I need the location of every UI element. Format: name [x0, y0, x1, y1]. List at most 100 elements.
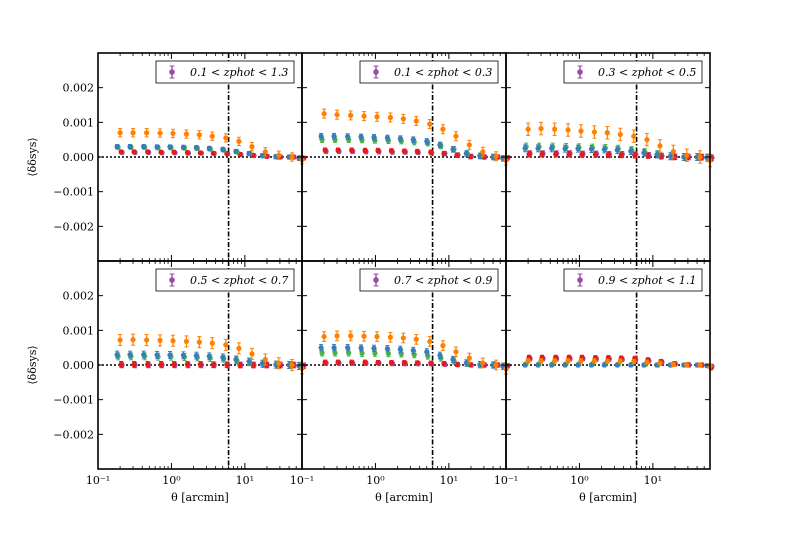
- data-point: [262, 356, 268, 363]
- data-point: [334, 333, 340, 339]
- data-point: [348, 112, 354, 118]
- x-tick-label: 10⁰: [162, 474, 181, 487]
- data-point: [321, 333, 327, 340]
- y-tick-label: 0.002: [63, 290, 95, 303]
- data-point: [246, 150, 252, 157]
- data-point: [322, 359, 328, 365]
- data-point: [440, 342, 446, 349]
- data-point: [566, 151, 572, 157]
- legend-label: 0.5 < zphot < 0.7: [190, 274, 288, 287]
- data-point: [233, 356, 239, 363]
- data-point: [413, 336, 419, 342]
- data-point: [334, 112, 340, 118]
- data-point: [237, 362, 243, 368]
- data-point: [427, 121, 433, 127]
- data-point: [197, 361, 203, 367]
- data-point: [249, 351, 255, 357]
- data-point: [361, 333, 367, 339]
- data-point: [437, 352, 443, 358]
- data-point: [374, 114, 380, 120]
- data-point: [591, 129, 598, 135]
- data-point: [384, 135, 391, 141]
- data-point: [371, 345, 377, 351]
- data-point: [670, 361, 676, 367]
- data-point: [170, 338, 176, 344]
- data-point: [117, 130, 123, 136]
- data-point: [480, 149, 486, 155]
- y-axis-label: ⟨δδsys⟩: [26, 137, 39, 176]
- data-point: [578, 128, 584, 134]
- data-point: [657, 143, 663, 149]
- panel-6: 0.9 < zphot < 1.1 10⁻¹ 10⁰ 10¹ θ [arcmin]: [494, 260, 715, 504]
- data-point: [289, 362, 295, 368]
- data-point: [362, 147, 368, 154]
- data-point: [345, 345, 351, 351]
- data-point: [387, 114, 394, 121]
- data-point: [158, 149, 164, 155]
- legend-marker: [577, 69, 583, 75]
- data-point: [144, 130, 150, 136]
- data-point: [157, 337, 163, 343]
- data-point: [362, 359, 368, 365]
- data-point: [349, 147, 355, 153]
- y-tick-label: 0.001: [63, 324, 95, 337]
- legend-box: [563, 60, 703, 84]
- data-point: [384, 346, 391, 352]
- data-point: [440, 126, 446, 132]
- data-point: [322, 147, 328, 153]
- x-axis-label: θ [arcmin]: [579, 491, 637, 504]
- data-point: [332, 350, 338, 356]
- x-tick-label: 10⁰: [570, 474, 589, 487]
- data-point: [654, 151, 660, 158]
- data-point: [697, 362, 703, 368]
- y-tick-label: −0.002: [53, 220, 94, 233]
- data-point: [552, 358, 558, 364]
- data-point: [358, 134, 364, 140]
- data-point: [565, 358, 571, 364]
- data-point: [196, 339, 202, 345]
- data-point: [575, 146, 581, 152]
- data-point: [601, 146, 607, 152]
- data-point: [684, 152, 690, 158]
- data-point: [539, 151, 545, 157]
- data-point: [644, 359, 650, 365]
- data-point: [130, 337, 136, 343]
- legend-marker: [577, 277, 583, 283]
- data-point: [604, 358, 610, 364]
- series-blue: [318, 132, 506, 162]
- data-point: [428, 149, 434, 155]
- data-point: [236, 345, 242, 351]
- data-point: [605, 152, 611, 158]
- data-point: [114, 144, 120, 150]
- data-point: [466, 142, 472, 148]
- x-tick-label: 10⁰: [366, 474, 385, 487]
- data-point: [424, 349, 430, 355]
- data-point: [631, 358, 637, 365]
- data-point: [575, 362, 581, 368]
- data-point: [579, 151, 585, 158]
- legend-marker: [373, 69, 379, 75]
- panel-5: 0.7 < zphot < 0.9 10⁻¹ 10⁰ 10¹ θ [arcmin]: [290, 260, 511, 504]
- data-point: [410, 347, 416, 354]
- data-point: [183, 131, 190, 137]
- data-point: [604, 130, 610, 136]
- legend-box: [563, 268, 703, 292]
- data-point: [130, 130, 136, 136]
- legend: 0.1 < zphot < 1.3: [155, 60, 295, 84]
- legend-marker: [169, 69, 175, 75]
- legend-label: 0.9 < zphot < 1.1: [598, 274, 696, 287]
- data-point: [397, 136, 403, 142]
- data-point: [319, 350, 325, 356]
- data-point: [249, 144, 255, 150]
- data-point: [206, 145, 212, 151]
- data-point: [331, 133, 337, 139]
- data-point: [493, 362, 499, 368]
- data-point: [127, 352, 133, 358]
- data-point: [114, 352, 120, 358]
- data-point: [167, 352, 173, 358]
- legend-label: 0.7 < zphot < 0.9: [394, 274, 492, 287]
- panel-1: 0.1 < zphot < 1.3 0.002 0.001 0.000 −0.001 −0…: [26, 52, 307, 262]
- x-axis-label: θ [arcmin]: [171, 491, 229, 504]
- data-point: [141, 352, 147, 358]
- data-point: [193, 353, 199, 359]
